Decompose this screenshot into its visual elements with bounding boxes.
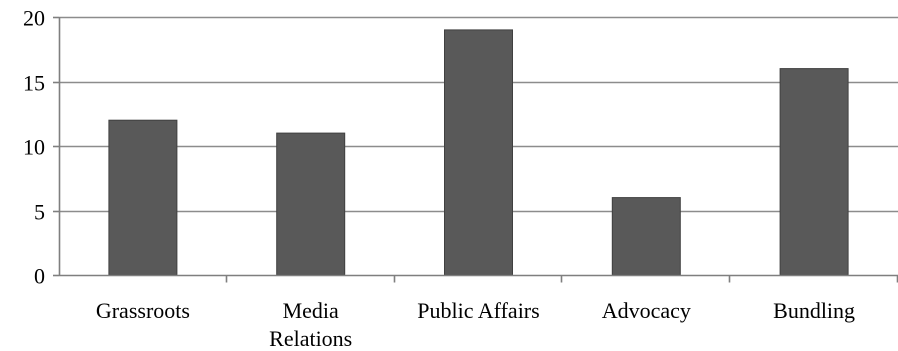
bar-grassroots: [108, 119, 178, 276]
x-tick-label-advocacy: Advocacy: [602, 298, 691, 323]
x-tick-labels: Grassroots Media Relations Public Affairs Ad…: [96, 298, 855, 351]
bar-bundling: [779, 68, 849, 276]
x-tick-label-bundling: Bundling: [773, 298, 855, 323]
x-tick-label-public-affairs: Public Affairs: [417, 298, 539, 323]
bar-advocacy: [611, 197, 681, 276]
y-tick-label-0: 0: [34, 264, 45, 289]
x-tick-label-media-relations: Media Relations: [269, 298, 352, 351]
y-tick-label-10: 10: [23, 135, 45, 160]
x-tick-label-grassroots: Grassroots: [96, 298, 190, 323]
bars: [108, 29, 849, 276]
y-tick-label-15: 15: [23, 71, 45, 96]
y-tick-label-20: 20: [23, 6, 45, 31]
y-tick-labels: 0 5 10 15 20: [23, 6, 45, 289]
axes: [53, 16, 898, 283]
bar-media-relations: [276, 132, 346, 276]
bar-public-affairs: [444, 29, 513, 276]
y-tick-label-5: 5: [34, 200, 45, 225]
